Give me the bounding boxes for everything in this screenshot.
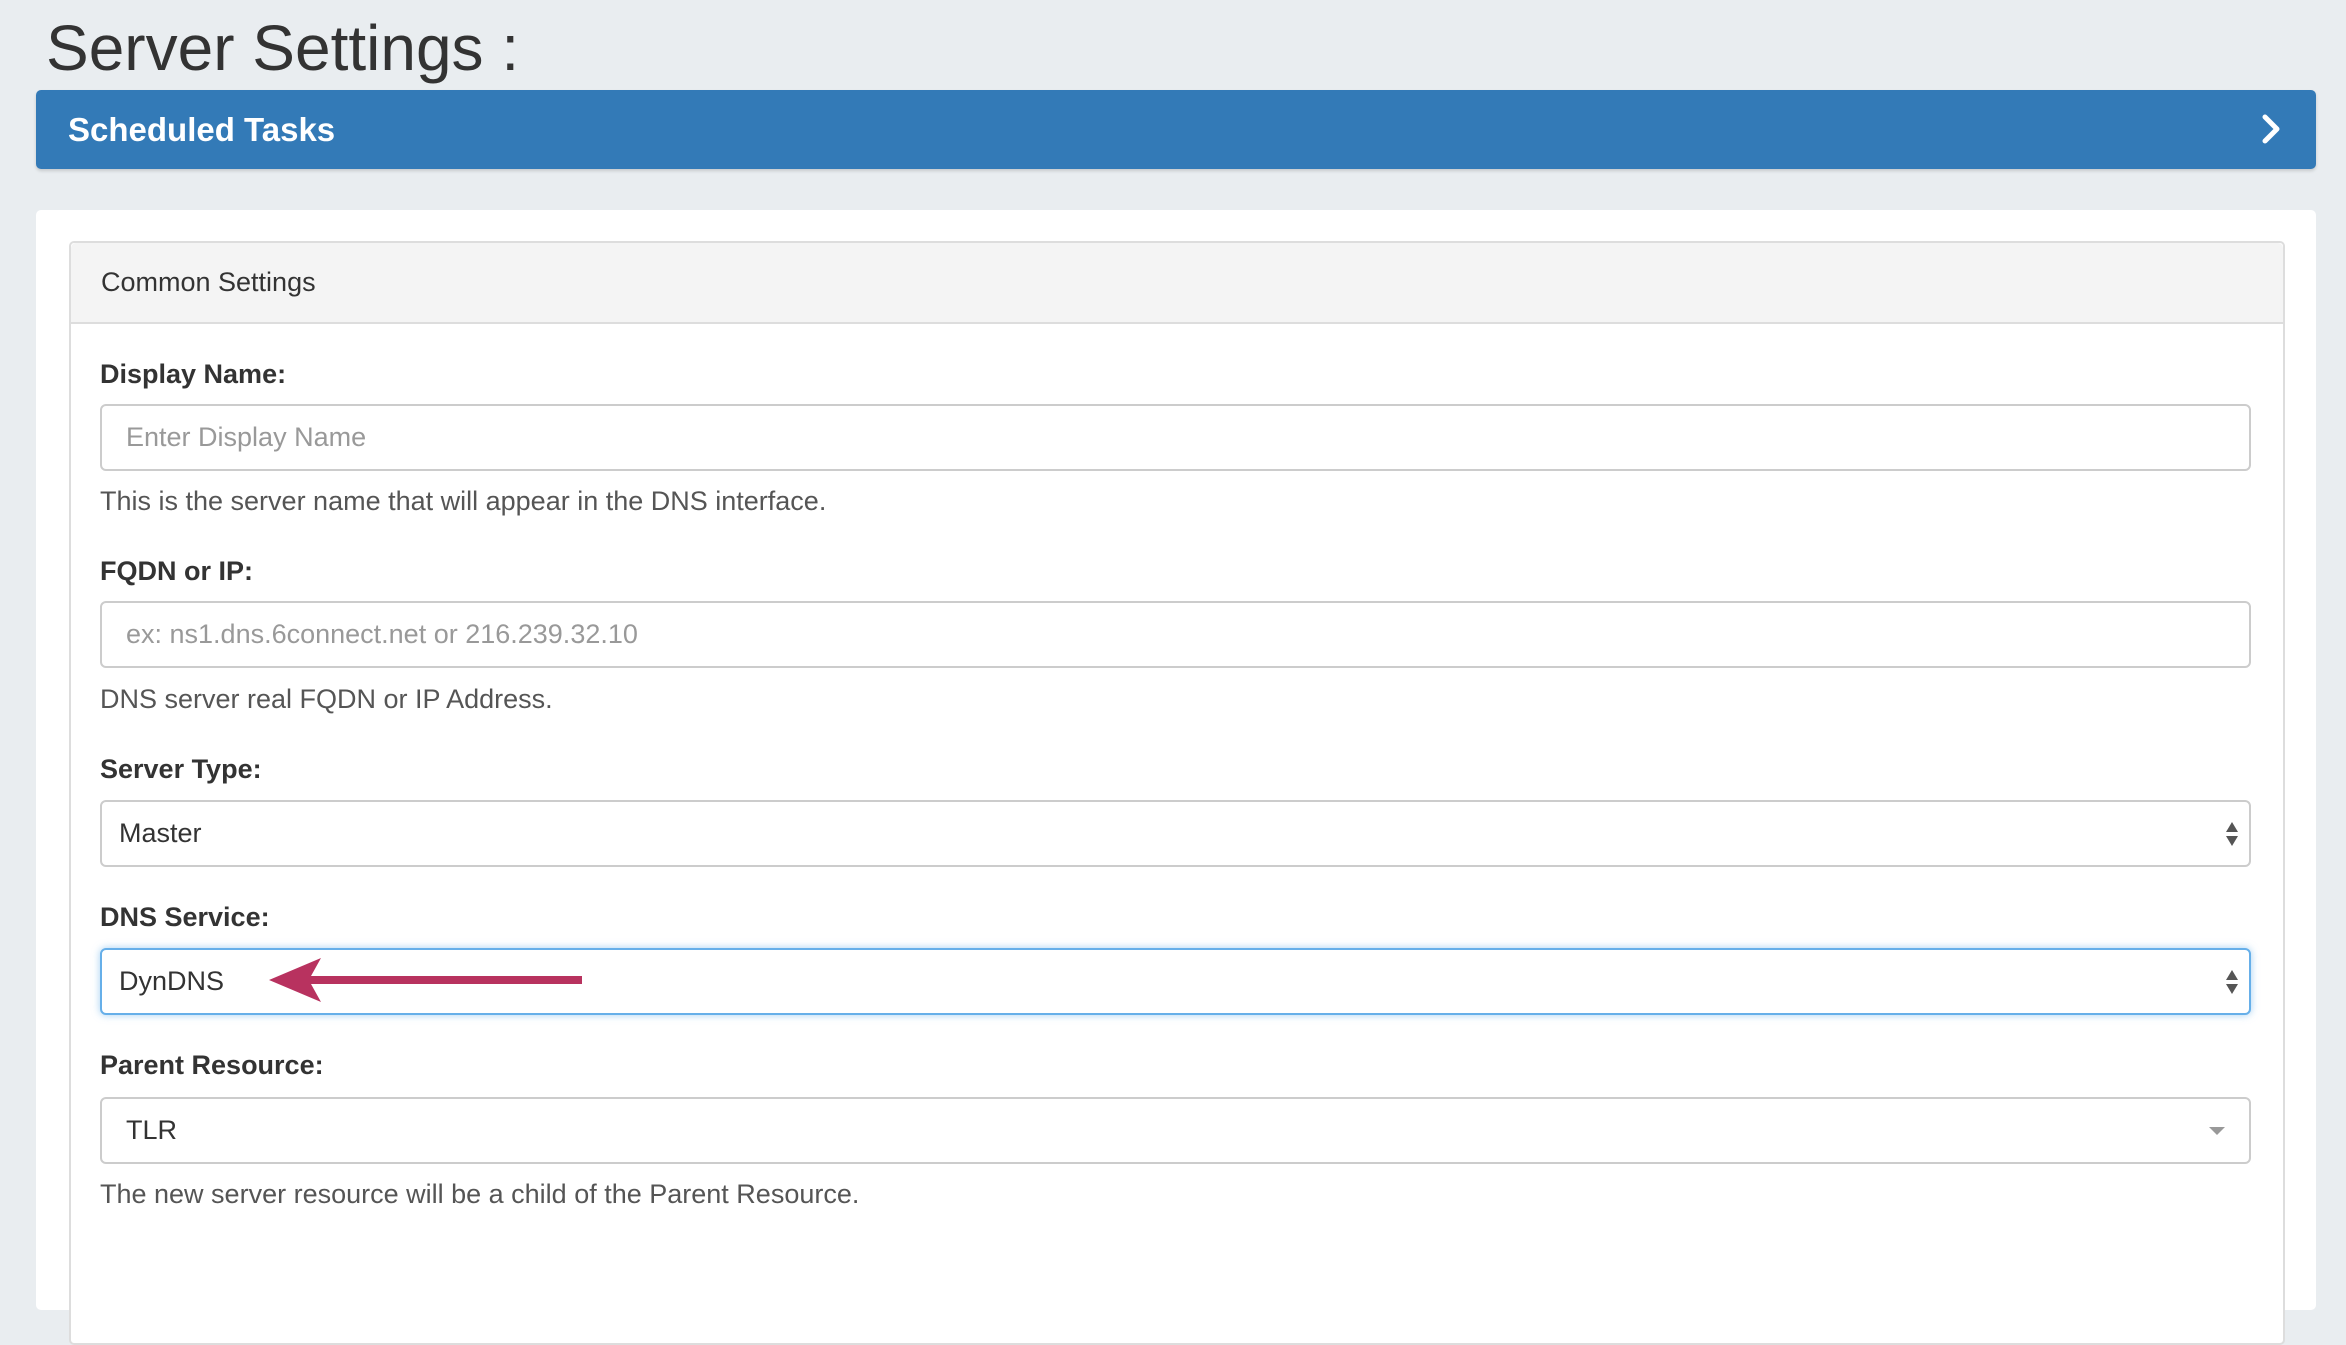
parent-resource-value: TLR (126, 1115, 178, 1145)
page-title: Server Settings : (46, 12, 520, 84)
select-updown-icon (2226, 822, 2238, 846)
parent-resource-label: Parent Resource: (100, 1050, 324, 1080)
fqdn-input[interactable]: ex: ns1.dns.6connect.net or 216.239.32.1… (100, 601, 2251, 668)
server-type-value: Master (119, 818, 202, 848)
dns-service-value: DynDNS (119, 966, 225, 996)
fqdn-help: DNS server real FQDN or IP Address. (100, 684, 553, 714)
common-settings-header: Common Settings (71, 243, 2283, 324)
parent-resource-select[interactable]: TLR (100, 1097, 2251, 1164)
dns-service-select[interactable]: DynDNS (100, 948, 2251, 1015)
scheduled-tasks-bar[interactable]: Scheduled Tasks (36, 90, 2316, 169)
server-type-select[interactable]: Master (100, 800, 2251, 867)
caret-down-icon (2209, 1127, 2225, 1135)
chevron-right-icon (2262, 114, 2280, 144)
server-type-label: Server Type: (100, 754, 262, 784)
display-name-input[interactable]: Enter Display Name (100, 404, 2251, 471)
scheduled-tasks-label: Scheduled Tasks (68, 111, 336, 148)
fqdn-label: FQDN or IP: (100, 556, 253, 586)
select-updown-icon (2226, 970, 2238, 994)
display-name-label: Display Name: (100, 359, 287, 389)
display-name-help: This is the server name that will appear… (100, 486, 827, 516)
dns-service-label: DNS Service: (100, 902, 270, 932)
parent-resource-help: The new server resource will be a child … (100, 1179, 860, 1209)
common-settings-heading: Common Settings (101, 267, 316, 297)
arrow-left-icon (269, 958, 582, 1002)
fqdn-placeholder: ex: ns1.dns.6connect.net or 216.239.32.1… (126, 619, 638, 649)
display-name-placeholder: Enter Display Name (126, 422, 367, 452)
